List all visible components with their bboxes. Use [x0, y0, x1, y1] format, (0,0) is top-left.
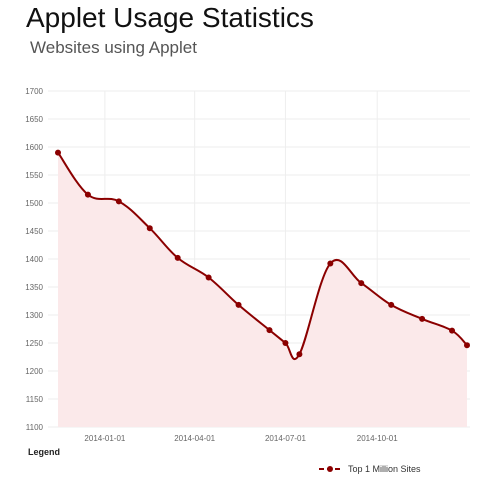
x-tick-label: 2014-04-01 — [174, 434, 215, 443]
data-point — [419, 315, 426, 322]
data-point — [327, 260, 334, 267]
chart-title: Applet Usage Statistics — [26, 2, 314, 33]
data-point — [235, 301, 242, 308]
area-fill — [58, 152, 467, 427]
y-tick-label: 1450 — [25, 227, 43, 236]
data-point — [205, 274, 212, 281]
data-point — [464, 342, 470, 349]
legend-heading: Legend — [28, 447, 61, 457]
y-tick-label: 1350 — [25, 283, 43, 292]
y-tick-label: 1250 — [25, 339, 43, 348]
data-point — [282, 340, 289, 346]
y-tick-label: 1400 — [25, 255, 43, 264]
legend-series-label: Top 1 Million Sites — [348, 464, 421, 474]
chart-subtitle: Websites using Applet — [30, 38, 197, 57]
data-point — [266, 327, 273, 334]
data-point — [174, 254, 181, 261]
legend-item-top-1m[interactable]: Top 1 Million Sites — [318, 464, 421, 474]
data-point — [358, 280, 365, 287]
y-tick-label: 1150 — [26, 395, 44, 404]
y-tick-label: 1600 — [25, 143, 43, 152]
data-point — [55, 149, 61, 156]
x-tick-label: 2014-01-01 — [84, 434, 125, 443]
y-tick-label: 1200 — [25, 367, 43, 376]
y-tick-label: 1500 — [25, 199, 43, 208]
x-tick-label: 2014-10-01 — [357, 434, 398, 443]
data-point — [296, 351, 303, 358]
y-tick-label: 1100 — [26, 423, 44, 432]
y-tick-label: 1550 — [25, 171, 43, 180]
data-point — [146, 225, 153, 232]
data-point — [84, 191, 91, 198]
x-tick-label: 2014-07-01 — [265, 434, 306, 443]
data-point — [449, 327, 456, 334]
data-point — [115, 198, 122, 205]
y-tick-label: 1650 — [25, 115, 43, 124]
legend-line-marker-icon — [319, 466, 341, 472]
series-line — [57, 152, 468, 361]
y-tick-label: 1300 — [25, 311, 43, 320]
y-tick-label: 1700 — [25, 87, 43, 96]
data-point — [388, 301, 395, 308]
